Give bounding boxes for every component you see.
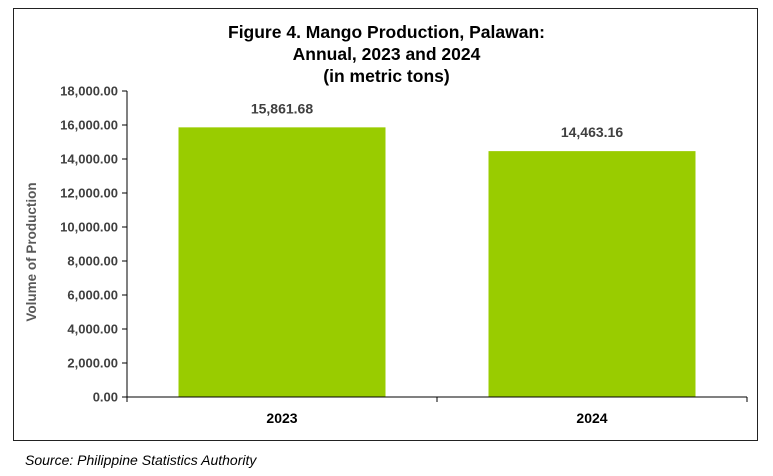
- y-tick-label: 10,000.00: [60, 220, 118, 235]
- y-tick-label: 2,000.00: [67, 356, 118, 371]
- y-tick-label: 4,000.00: [67, 322, 118, 337]
- x-category-label: 2023: [266, 410, 297, 426]
- y-tick-label: 6,000.00: [67, 288, 118, 303]
- x-category-label: 2024: [576, 410, 607, 426]
- y-tick-label: 14,000.00: [60, 152, 118, 167]
- bar-2023: [178, 127, 386, 397]
- y-axis-title: Volume of Production: [24, 182, 39, 321]
- y-tick-label: 18,000.00: [60, 84, 118, 99]
- chart-title-line-2: Annual, 2023 and 2024: [292, 44, 481, 64]
- data-label-2024: 14,463.16: [561, 124, 623, 140]
- chart-title-line-1: Figure 4. Mango Production, Palawan:: [228, 22, 545, 42]
- source-note: Source: Philippine Statistics Authority: [25, 452, 257, 468]
- data-label-2023: 15,861.68: [251, 100, 313, 116]
- y-tick-label: 16,000.00: [60, 118, 118, 133]
- chart-title-line-3: (in metric tons): [323, 66, 450, 86]
- y-tick-label: 12,000.00: [60, 186, 118, 201]
- bar-2024: [488, 151, 696, 397]
- y-tick-label: 8,000.00: [67, 254, 118, 269]
- y-tick-label: 0.00: [93, 390, 118, 405]
